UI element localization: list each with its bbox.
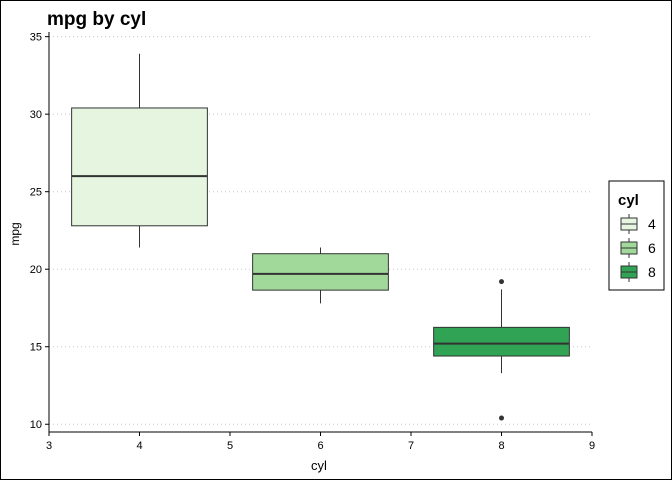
box-body	[433, 326, 570, 357]
x-tick-label: 9	[589, 440, 595, 452]
y-tick-label: 30	[30, 109, 42, 121]
box-group-4	[71, 53, 208, 248]
box-group-6	[252, 247, 389, 304]
box-layer	[71, 53, 570, 421]
legend-label: 4	[648, 216, 656, 232]
axes: 10 15 20 25 30 35 3 4 5 6 7 8 9	[30, 32, 595, 452]
y-tick-label: 15	[30, 342, 42, 354]
outlier-point	[499, 415, 504, 421]
grid-lines	[49, 36, 592, 425]
box-body	[252, 253, 389, 291]
box-body	[71, 107, 208, 227]
legend-label: 6	[648, 240, 656, 256]
x-tick-label: 5	[227, 440, 233, 452]
x-tick-label: 4	[136, 440, 142, 452]
legend-title: cyl	[618, 192, 639, 209]
x-axis-label: cyl	[311, 458, 327, 473]
x-tick-label: 7	[408, 440, 414, 452]
chart-title: mpg by cyl	[47, 9, 146, 30]
y-tick-label: 20	[30, 264, 42, 276]
box-group-8	[433, 279, 570, 421]
y-tick-label: 35	[30, 32, 42, 44]
y-axis-label: mpg	[8, 222, 22, 245]
y-tick-label: 25	[30, 187, 42, 199]
legend-item-4: 4	[620, 214, 656, 234]
y-tick-label: 10	[30, 419, 42, 431]
x-tick-label: 6	[317, 440, 323, 452]
x-tick-label: 3	[46, 440, 52, 452]
legend-item-8: 8	[620, 262, 656, 282]
legend-item-6: 6	[620, 238, 656, 258]
outlier-point	[499, 279, 504, 285]
legend-box	[608, 180, 665, 291]
legend-label: 8	[648, 264, 656, 280]
legend: cyl 4 6 8	[608, 180, 665, 291]
x-tick-label: 8	[498, 440, 504, 452]
legend-items: 4 6 8	[620, 214, 656, 282]
